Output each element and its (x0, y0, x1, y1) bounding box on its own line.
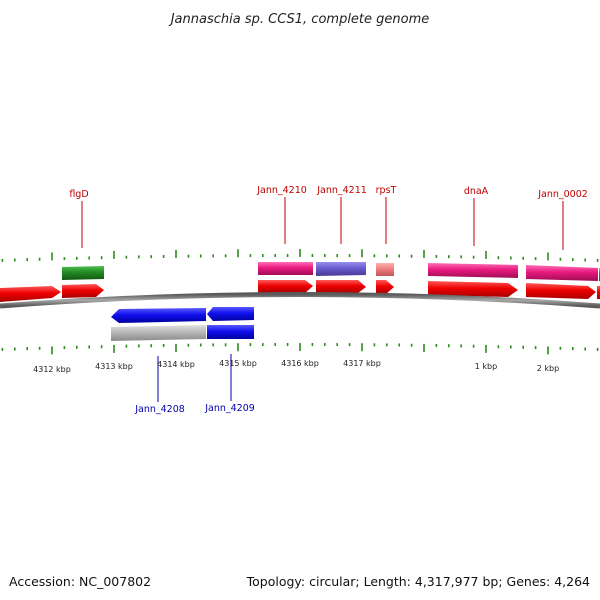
map-title: Jannaschia sp. CCS1, complete genome (168, 12, 430, 27)
cds-reverse-arrow[interactable] (111, 308, 206, 323)
gene-labels-reverse: Jann_4208 Jann_4209 (134, 403, 255, 415)
gene-label-jann-4208[interactable]: Jann_4208 (134, 404, 185, 415)
tick-label: 1 kbp (475, 362, 497, 371)
gene-block-jann-4209[interactable] (207, 325, 254, 339)
cds-forward-track (0, 280, 600, 302)
gene-label-jann-4210[interactable]: Jann_4210 (256, 185, 307, 196)
cds-forward-arrow[interactable] (258, 280, 313, 293)
cds-forward-arrow[interactable] (428, 281, 518, 297)
gene-block-jann-4211[interactable] (316, 262, 366, 276)
genome-backbone (0, 292, 600, 309)
gene-block-rpsT[interactable] (376, 263, 394, 276)
gene-label-jann-0002[interactable]: Jann_0002 (537, 189, 588, 200)
cds-forward-arrow[interactable] (0, 286, 61, 302)
gene-block-jann-0002[interactable] (526, 265, 598, 281)
tick-label: 4312 kbp (33, 365, 71, 374)
genome-summary-text: Topology: circular; Length: 4,317,977 bp… (246, 574, 590, 589)
cds-reverse-arrow[interactable] (207, 307, 254, 321)
cds-forward-arrow[interactable] (62, 284, 104, 298)
accession-text: Accession: NC_007802 (9, 574, 151, 589)
tick-label: 4317 kbp (343, 359, 381, 368)
gene-block-flgD[interactable] (62, 266, 104, 280)
gene-block-jann-4208[interactable] (111, 325, 206, 341)
cds-forward-arrow[interactable] (526, 283, 596, 299)
tick-track-inner (1, 343, 599, 355)
tick-label: 4313 kbp (95, 362, 133, 371)
gene-label-jann-4211[interactable]: Jann_4211 (316, 185, 367, 196)
tick-labels: 4312 kbp 4313 kbp 4314 kbp 4315 kbp 4316… (33, 359, 559, 374)
gene-label-flgD[interactable]: flgD (69, 189, 88, 200)
tick-label: 4316 kbp (281, 359, 319, 368)
gene-block-dnaA[interactable] (428, 263, 518, 278)
gene-reverse-track (111, 325, 254, 341)
tick-label: 4315 kbp (219, 359, 257, 368)
tick-track-outer (1, 249, 599, 262)
tick-label: 2 kbp (537, 364, 559, 373)
tick-label: 4314 kbp (157, 360, 195, 369)
gene-label-rpsT[interactable]: rpsT (376, 185, 397, 196)
gene-label-dnaA[interactable]: dnaA (464, 186, 489, 197)
cds-forward-arrow[interactable] (597, 286, 600, 299)
label-leaders (81, 197, 564, 402)
gene-labels-forward: flgD Jann_4210 Jann_4211 rpsT dnaA Jann_… (69, 185, 587, 200)
cds-forward-arrow[interactable] (376, 280, 394, 294)
cds-reverse-track (111, 307, 254, 323)
gene-block-jann-4210[interactable] (258, 262, 313, 275)
cds-forward-arrow[interactable] (316, 280, 366, 293)
gene-label-jann-4209[interactable]: Jann_4209 (204, 403, 255, 414)
gene-feature-track (62, 262, 600, 281)
